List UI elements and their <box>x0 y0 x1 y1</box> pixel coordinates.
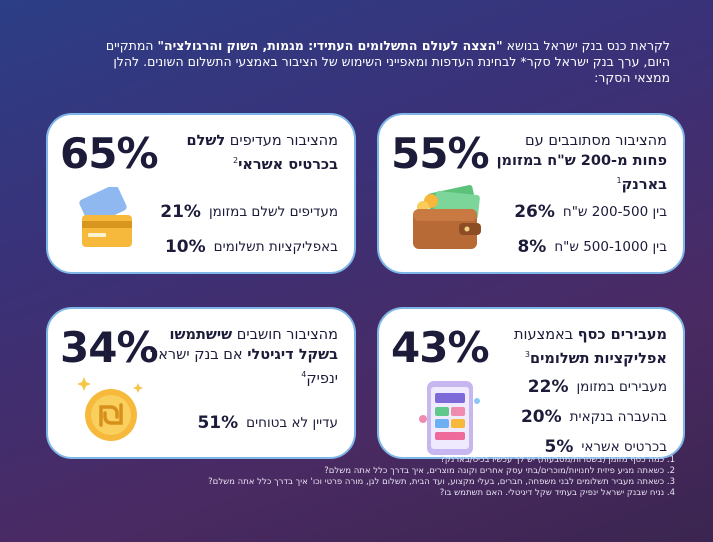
footnote-ref: 2 <box>232 156 239 165</box>
headline-part: מהציבור חושבים <box>232 327 338 343</box>
stat-label: מעדיפים לשלם במזומן <box>208 204 338 220</box>
stat-label: בין 500-1000 ש"ח <box>554 239 667 255</box>
card-digital-shekel: 34% מהציבור חושבים שישתמשו בשקל דיגיטלי … <box>46 307 356 459</box>
stat-row: מעבירים במזומן 22% <box>528 377 667 397</box>
card-headline: מעבירים כסף באמצעות אפליקציות תשלומים3 <box>487 325 667 369</box>
footnote: 2. כשאתה מגיע פיזית לחנויות/מוכרים/בתי ע… <box>324 466 675 476</box>
big-percentage: 43% <box>391 323 490 372</box>
headline-emphasis: אפליקציות תשלומים <box>530 350 667 367</box>
stat-label: באפליקציות תשלומים <box>213 239 338 255</box>
footnote: 1. כמה כסף מזומן (בשטרות/מטבעות) יש לך ע… <box>440 455 675 465</box>
headline-emphasis: פחות מ-200 ש"ח במזומן בארנק <box>496 153 667 193</box>
footnote-ref: 4 <box>301 370 307 379</box>
card-headline: מהציבור חושבים שישתמשו בשקל דיגיטלי אם ב… <box>148 325 338 389</box>
footnote-ref: 1 <box>616 176 622 185</box>
phone-app-icon <box>417 379 483 461</box>
footnote: 4. נניח שבנק ישראל ינפיק בעתיד שקל דיגיט… <box>439 488 675 498</box>
stat-row: עדיין לא בטוחים 51% <box>197 413 338 433</box>
stat-pct: 10% <box>164 237 206 257</box>
stat-label: בכרטיס אשראי <box>581 439 667 455</box>
headline-emphasis: שישתמשו בשקל דיגיטלי <box>169 327 339 363</box>
stat-label: עדיין לא בטוחים <box>246 415 338 431</box>
footnotes: 1. כמה כסף מזומן (בשטרות/מטבעות) יש לך ע… <box>35 455 675 499</box>
stat-pct: 5% <box>544 437 574 457</box>
stat-pct: 8% <box>517 237 547 257</box>
shekel-coin-icon <box>74 371 148 449</box>
headline-part: אם בנק ישראל ינפיק <box>149 347 338 387</box>
stat-row: מעדיפים לשלם במזומן 21% <box>160 202 338 222</box>
big-percentage: 65% <box>60 129 159 178</box>
stat-pct: 51% <box>197 413 239 433</box>
stat-row: בין 500-1000 ש"ח 8% <box>517 237 667 257</box>
intro-text: לקראת כנס בנק ישראל בנושא "הצצה לעולם הת… <box>80 38 670 86</box>
headline-part: מהציבור מסתובבים עם <box>525 133 667 149</box>
stat-row: באפליקציות תשלומים 10% <box>165 237 338 257</box>
footnote-ref: 3 <box>524 350 530 359</box>
card-cash-holding: 55% מהציבור מסתובבים עם פחות מ-200 ש"ח ב… <box>377 113 685 274</box>
card-headline: מהציבור מסתובבים עם פחות מ-200 ש"ח במזומ… <box>489 131 667 195</box>
credit-card-icon <box>76 184 140 255</box>
headline-part: מהציבור מעדיפים <box>225 133 338 149</box>
stat-label: בין 200-500 ש"ח <box>562 204 667 220</box>
big-percentage: 34% <box>60 323 159 372</box>
stat-row: בכרטיס אשראי 5% <box>544 437 667 457</box>
wallet-icon <box>409 183 489 259</box>
big-percentage: 55% <box>391 129 490 178</box>
stat-row: בין 200-500 ש"ח 26% <box>514 202 667 222</box>
card-headline: מהציבור מעדיפים לשלם בכרטיס אשראי2 <box>160 131 338 175</box>
intro-line1-a: לקראת כנס בנק ישראל בנושא <box>502 38 670 53</box>
stat-pct: 22% <box>527 377 569 397</box>
stat-pct: 21% <box>160 202 201 222</box>
card-payment-preference: 65% מהציבור מעדיפים לשלם בכרטיס אשראי2 מ… <box>46 113 356 274</box>
headline-emphasis: מעבירים כסף <box>577 327 667 343</box>
intro-line2: המתקיים היום, ערך בנק ישראל סקר* לבחינת … <box>105 38 670 85</box>
footnote: 3. כשאתה מעביר תשלומים לבני משפחה, חברים… <box>208 477 675 487</box>
stat-label: בהעברה בנקאית <box>569 409 667 425</box>
intro-conference-title: "הצצה לעולם התשלומים העתידי: מגמות, השוק… <box>157 38 503 53</box>
stat-label: מעבירים במזומן <box>576 379 667 395</box>
stat-pct: 26% <box>514 202 555 222</box>
headline-emphasis: לשלם בכרטיס אשראי <box>186 133 338 173</box>
headline-part: באמצעות <box>514 327 578 343</box>
card-money-transfer: 43% מעבירים כסף באמצעות אפליקציות תשלומי… <box>377 307 685 459</box>
stat-row: בהעברה בנקאית 20% <box>521 407 667 427</box>
stat-pct: 20% <box>520 407 562 427</box>
